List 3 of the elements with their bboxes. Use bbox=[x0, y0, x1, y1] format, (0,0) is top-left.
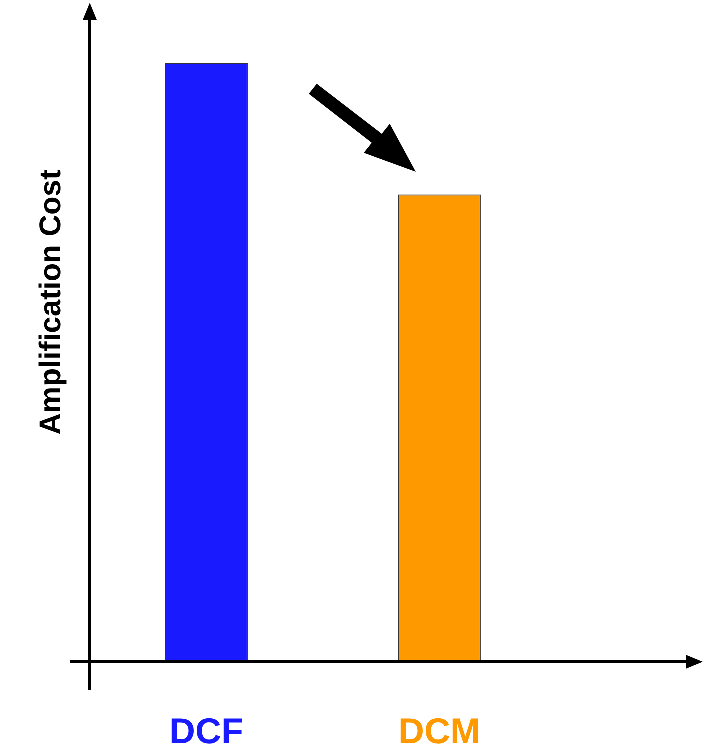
x-tick-label: DCF bbox=[170, 710, 244, 752]
x-tick-label: DCM bbox=[398, 710, 480, 752]
y-axis-title: Amplification Cost bbox=[34, 170, 68, 436]
